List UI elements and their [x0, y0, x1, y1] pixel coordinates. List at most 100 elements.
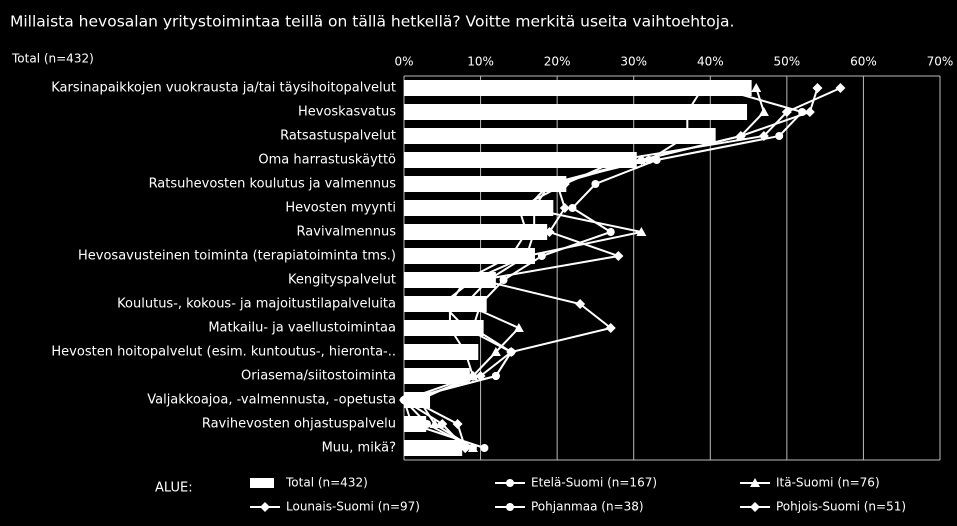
- point: [521, 227, 532, 237]
- point: [652, 156, 661, 164]
- point: [751, 83, 762, 92]
- y-tick-label: Kengityspalvelut: [288, 273, 396, 288]
- point: [781, 107, 792, 117]
- legend-label: Itä-Suomi (n=76): [776, 476, 880, 490]
- point: [460, 443, 471, 453]
- point: [530, 204, 539, 212]
- bar: [404, 80, 752, 96]
- y-tick-label: Hevoskasvatus: [298, 105, 396, 120]
- point: [460, 275, 471, 285]
- point: [506, 251, 517, 261]
- point: [513, 203, 524, 213]
- point: [530, 228, 539, 236]
- point: [645, 156, 654, 164]
- y-tick-label: Valjakkoajoa, -valmennusta, -opetusta: [147, 393, 396, 408]
- point: [522, 252, 531, 260]
- point: [444, 323, 455, 333]
- bar: [404, 128, 716, 144]
- bar: [404, 152, 637, 168]
- point: [591, 180, 600, 188]
- x-tick-label: 20%: [544, 55, 571, 69]
- point: [407, 420, 416, 428]
- bar: [404, 104, 748, 120]
- y-tick-label: Koulutus-, kokous- ja majoitustilapalvel…: [117, 297, 396, 312]
- point: [559, 179, 570, 189]
- x-tick-label: 60%: [850, 55, 877, 69]
- point: [613, 155, 624, 165]
- point: [545, 180, 554, 188]
- point: [438, 300, 447, 308]
- point: [613, 251, 624, 261]
- legend-marker: [750, 502, 760, 512]
- y-tick-label: Muu, mikä?: [322, 441, 396, 456]
- point: [758, 131, 769, 141]
- point: [437, 419, 448, 429]
- point: [491, 372, 500, 380]
- point: [559, 203, 570, 213]
- bar: [404, 368, 470, 384]
- y-tick-label: Karsinapaikkojen vuokrausta ja/tai täysi…: [51, 81, 396, 96]
- y-tick-label: Hevosten hoitopalvelut (esim. kuntoutus-…: [51, 345, 396, 360]
- bar: [404, 200, 554, 216]
- point: [812, 83, 823, 93]
- bar: [404, 440, 463, 456]
- legend-label: Pohjois-Suomi (n=51): [776, 500, 906, 514]
- series-line: [401, 87, 841, 449]
- bar: [404, 344, 479, 360]
- point: [568, 204, 577, 212]
- y-tick-label: Hevosavusteinen toiminta (terapiatoimint…: [78, 249, 396, 264]
- point: [713, 84, 722, 92]
- x-tick-label: 0%: [394, 55, 413, 69]
- legend-swatch: [250, 478, 274, 488]
- point: [575, 299, 586, 309]
- legend-label: Etelä-Suomi (n=167): [531, 476, 657, 490]
- point: [507, 348, 516, 356]
- point: [544, 227, 555, 237]
- point: [460, 347, 471, 357]
- y-tick-label: Ravihevosten ohjastuspalvelu: [202, 417, 396, 432]
- point: [444, 299, 455, 309]
- point: [606, 228, 615, 236]
- point: [683, 132, 692, 140]
- bar: [404, 224, 548, 240]
- legend-title: ALUE:: [155, 481, 193, 496]
- bar: [404, 320, 484, 336]
- point: [758, 107, 769, 116]
- point: [490, 347, 501, 356]
- y-tick-label: Oriasema/siitostoiminta: [241, 369, 396, 384]
- y-tick-label: Ratsuhevosten koulutus ja valmennus: [149, 177, 397, 192]
- point: [468, 444, 477, 452]
- y-tick-label: Oma harrastuskäyttö: [258, 153, 396, 168]
- point: [452, 419, 463, 429]
- point: [480, 444, 489, 452]
- y-tick-label: Ratsastuspalvelut: [280, 129, 396, 144]
- x-tick-label: 50%: [774, 55, 801, 69]
- y-tick-label: Hevosten myynti: [285, 201, 396, 216]
- legend-marker: [506, 503, 514, 511]
- x-tick-label: 30%: [620, 55, 647, 69]
- point: [605, 323, 616, 333]
- series-line: [402, 87, 704, 449]
- subtitle: Total (n=432): [11, 52, 94, 66]
- legend-marker: [750, 478, 760, 487]
- point: [521, 203, 532, 212]
- x-tick-label: 10%: [467, 55, 494, 69]
- point: [835, 83, 846, 93]
- chart-title: Millaista hevosalan yritystoimintaa teil…: [10, 13, 734, 31]
- legend-label: Lounais-Suomi (n=97): [286, 500, 420, 514]
- y-tick-label: Matkailu- ja vaellustoimintaa: [208, 321, 396, 336]
- legend-label: Total (n=432): [285, 476, 368, 490]
- legend-marker: [260, 502, 270, 512]
- point: [461, 324, 470, 332]
- point: [804, 107, 815, 117]
- legend-marker: [506, 479, 514, 487]
- y-tick-label: Ravivalmennus: [297, 225, 397, 240]
- bar: [404, 176, 567, 192]
- point: [636, 227, 647, 236]
- point: [460, 299, 471, 308]
- point: [513, 323, 524, 332]
- x-tick-label: 40%: [697, 55, 724, 69]
- point: [422, 420, 431, 428]
- point: [775, 132, 784, 140]
